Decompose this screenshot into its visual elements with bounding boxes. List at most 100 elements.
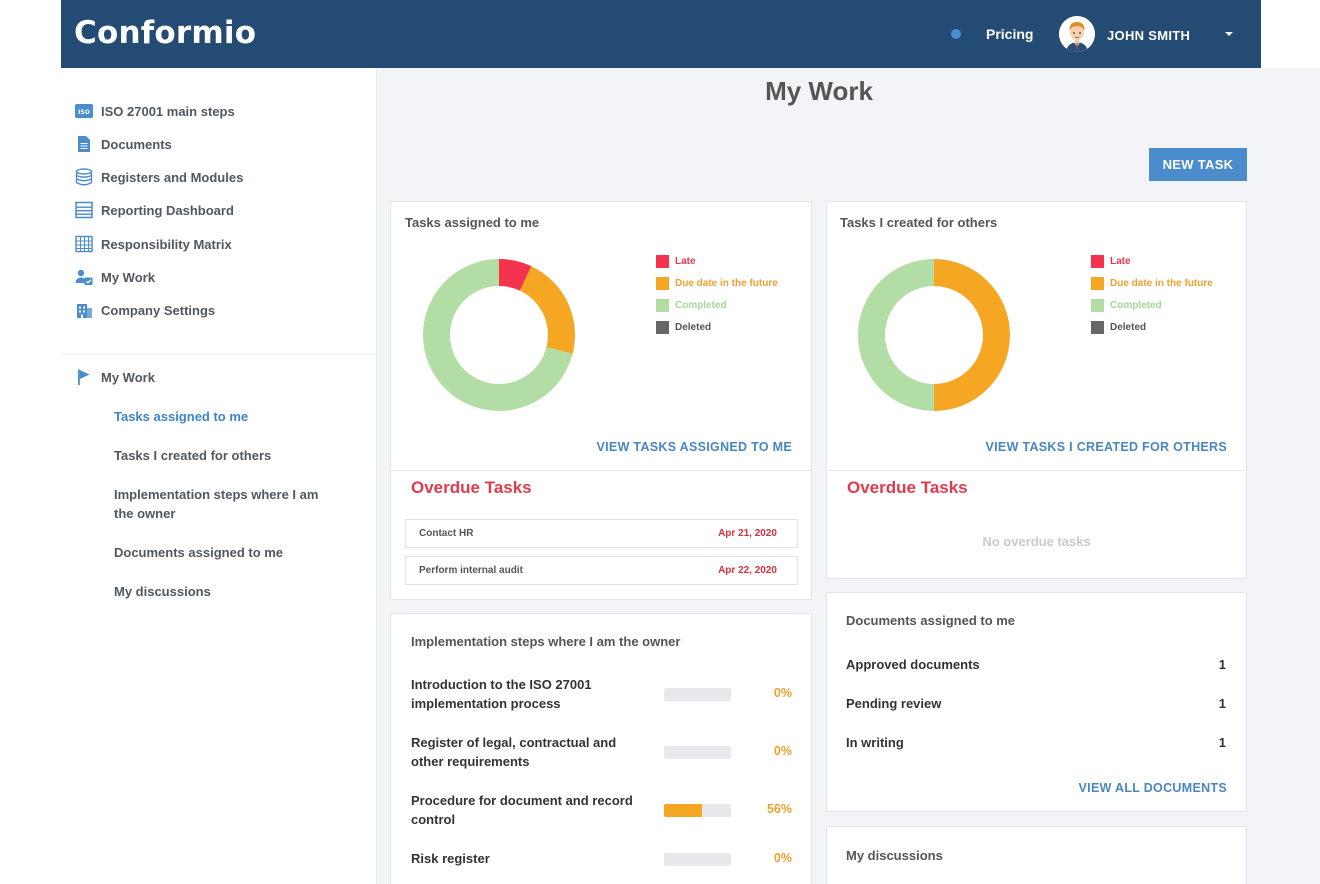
legend-item-deleted: Deleted [656, 316, 778, 338]
tasks-created-card: Tasks I created for others Late Due date… [826, 201, 1247, 579]
sidebar-subitem-implementation-steps[interactable]: Implementation steps where I am the owne… [114, 487, 319, 521]
sidebar-item-responsibility-matrix[interactable]: Responsibility Matrix [75, 234, 232, 254]
document-icon [75, 135, 93, 153]
legend-item-completed: Completed [656, 294, 778, 316]
implementation-step-row[interactable]: Introduction to the ISO 27001 implementa… [411, 675, 792, 715]
overdue-task-name: Contact HR [419, 528, 474, 539]
card-title: Documents assigned to me [846, 613, 1016, 628]
pricing-dot-icon [951, 29, 961, 39]
legend-item-deleted: Deleted [1091, 316, 1213, 338]
donut-slice-future[interactable] [519, 266, 575, 354]
legend-item-completed: Completed [1091, 294, 1213, 316]
donut-slice-late[interactable] [499, 259, 532, 291]
legend-swatch [1091, 276, 1104, 290]
legend-swatch [656, 254, 669, 268]
sidebar-item-iso-main-steps[interactable]: ISO ISO 27001 main steps [75, 101, 235, 121]
sidebar-item-company-settings[interactable]: Company Settings [75, 300, 215, 320]
document-status-label: Approved documents [846, 657, 980, 672]
document-count: 1 [1218, 657, 1226, 672]
card-divider [827, 470, 1246, 471]
user-menu[interactable]: JOHN SMITH [1059, 16, 1233, 52]
view-all-documents-link[interactable]: VIEW ALL DOCUMENTS [1078, 781, 1227, 795]
progress-bar [664, 804, 731, 817]
view-tasks-assigned-link[interactable]: VIEW TASKS ASSIGNED TO ME [596, 440, 792, 454]
donut-slice-completed[interactable] [423, 259, 573, 411]
sidebar-item-reporting-dashboard[interactable]: Reporting Dashboard [75, 200, 234, 220]
document-status-label: In writing [846, 735, 904, 750]
legend-item-late: Late [1091, 250, 1213, 272]
iso-badge-icon: ISO [75, 102, 93, 120]
no-overdue-message: No overdue tasks [982, 534, 1091, 549]
overdue-task-date: Apr 22, 2020 [718, 565, 777, 576]
user-name: JOHN SMITH [1107, 27, 1191, 43]
overdue-task-name: Perform internal audit [419, 565, 523, 576]
sidebar-item-label: My Work [101, 269, 155, 285]
donut-slice-completed[interactable] [858, 259, 934, 411]
card-title: My discussions [846, 848, 943, 863]
sidebar-section-my-work[interactable]: My Work [75, 367, 155, 387]
logo[interactable]: Conformio [74, 15, 257, 51]
avatar [1059, 16, 1095, 52]
pricing-link[interactable]: Pricing [951, 26, 1033, 42]
sidebar-divider [61, 354, 376, 355]
sidebar-item-registers[interactable]: Registers and Modules [75, 167, 243, 187]
donut-slice-future[interactable] [934, 259, 1010, 411]
progress-bar [664, 688, 731, 701]
new-task-button[interactable]: NEW TASK [1149, 148, 1247, 181]
legend-swatch [656, 298, 669, 312]
legend-label: Deleted [1110, 321, 1147, 333]
implementation-step-name: Risk register [411, 851, 490, 866]
overdue-task-row[interactable]: Contact HR Apr 21, 2020 [405, 519, 798, 548]
document-count-row[interactable]: Pending review 1 [846, 696, 1226, 711]
documents-assigned-card: Documents assigned to me Approved docume… [826, 592, 1247, 812]
overdue-tasks-title: Overdue Tasks [411, 478, 532, 497]
chart-legend: Late Due date in the future Completed De… [1091, 250, 1213, 338]
progress-percent: 0% [773, 744, 792, 758]
view-tasks-created-link[interactable]: VIEW TASKS I CREATED FOR OTHERS [985, 440, 1227, 454]
sidebar-section-label: My Work [101, 369, 155, 385]
legend-item-future: Due date in the future [656, 272, 778, 294]
progress-bar [664, 853, 731, 866]
implementation-step-row[interactable]: Register of legal, contractual and other… [411, 733, 792, 773]
implementation-step-name: Introduction to the ISO 27001 implementa… [411, 677, 592, 711]
sidebar-subitem-tasks-assigned[interactable]: Tasks assigned to me [114, 409, 249, 424]
overdue-tasks-title: Overdue Tasks [847, 478, 968, 497]
chart-legend: Late Due date in the future Completed De… [656, 250, 778, 338]
document-count: 1 [1218, 696, 1226, 711]
overdue-task-date: Apr 21, 2020 [718, 528, 777, 539]
sidebar-item-label: ISO 27001 main steps [101, 103, 235, 119]
tasks-assigned-card: Tasks assigned to me Late Due date in th… [390, 201, 812, 600]
card-title: Tasks assigned to me [405, 215, 540, 230]
sidebar-item-label: Registers and Modules [101, 169, 244, 185]
sidebar-item-documents[interactable]: Documents [75, 134, 172, 154]
implementation-step-row[interactable]: Risk register 0% [411, 849, 792, 871]
legend-swatch [1091, 320, 1104, 334]
progress-percent: 56% [766, 802, 792, 816]
legend-swatch [1091, 254, 1104, 268]
implementation-step-row[interactable]: Procedure for document and record contro… [411, 791, 792, 831]
sidebar-subitem-documents-assigned[interactable]: Documents assigned to me [114, 545, 284, 560]
card-title: Implementation steps where I am the owne… [411, 634, 681, 649]
overdue-task-row[interactable]: Perform internal audit Apr 22, 2020 [405, 556, 798, 585]
progress-fill [664, 804, 702, 817]
user-check-icon [75, 268, 93, 286]
tasks-assigned-donut-chart [423, 259, 575, 411]
document-count-row[interactable]: Approved documents 1 [846, 657, 1226, 672]
document-count-row[interactable]: In writing 1 [846, 735, 1226, 750]
main-content: My Work NEW TASK Tasks assigned to me La… [378, 68, 1320, 884]
implementation-step-name: Register of legal, contractual and other… [411, 735, 617, 769]
progress-percent: 0% [773, 851, 792, 865]
legend-label: Due date in the future [675, 277, 778, 289]
legend-item-future: Due date in the future [1091, 272, 1213, 294]
implementation-steps-card: Implementation steps where I am the owne… [390, 613, 812, 884]
implementation-step-name: Procedure for document and record contro… [411, 793, 633, 827]
sidebar-item-my-work[interactable]: My Work [75, 267, 155, 287]
sidebar-subitem-tasks-created[interactable]: Tasks I created for others [114, 448, 272, 463]
sidebar-item-label: Responsibility Matrix [101, 236, 232, 252]
svg-text:ISO: ISO [78, 109, 90, 116]
sidebar-item-label: Reporting Dashboard [101, 202, 234, 218]
page-title: My Work [765, 76, 873, 106]
sidebar-subitem-my-discussions[interactable]: My discussions [114, 584, 211, 599]
chevron-down-icon [1225, 32, 1233, 36]
pricing-label: Pricing [986, 26, 1034, 42]
